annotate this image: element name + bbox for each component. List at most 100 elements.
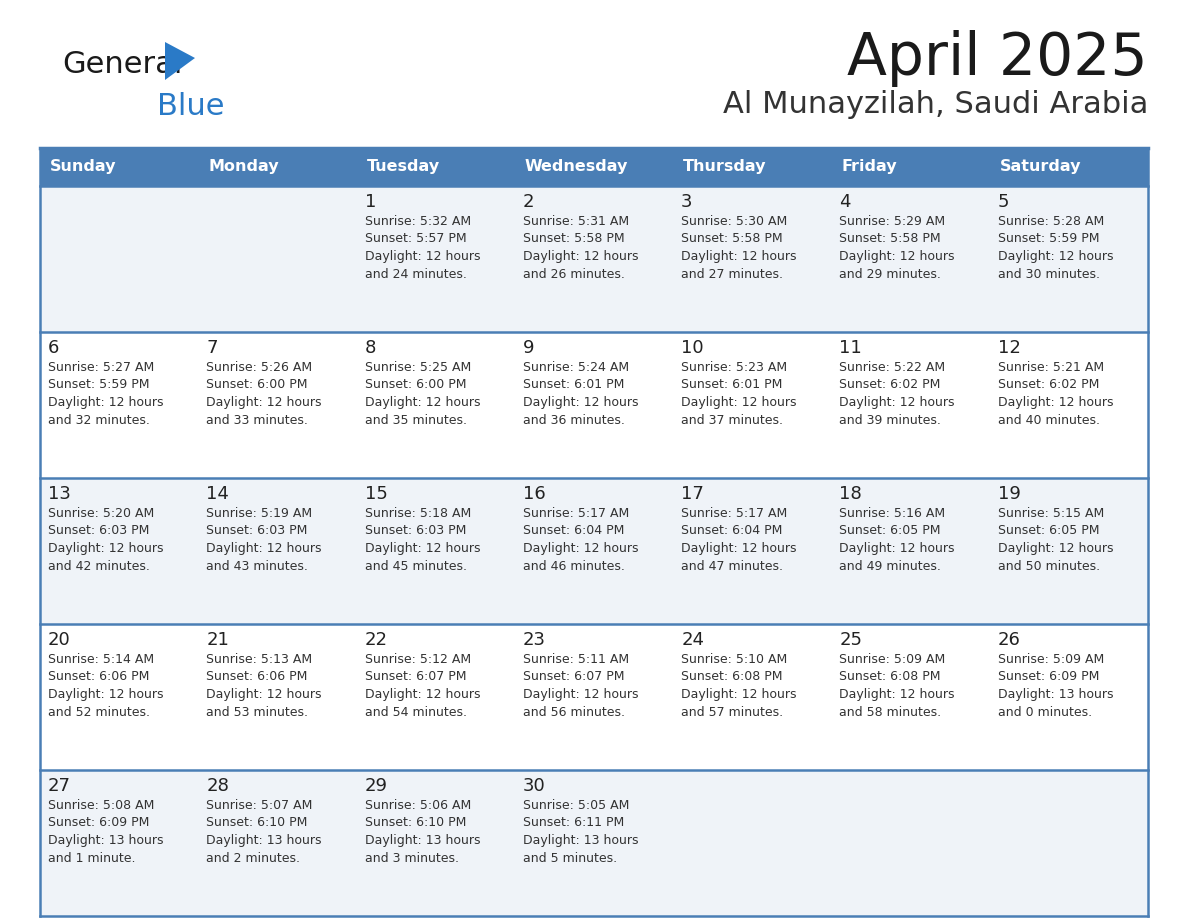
Text: 3: 3 bbox=[681, 193, 693, 211]
Text: and 45 minutes.: and 45 minutes. bbox=[365, 559, 467, 573]
Bar bbox=[674, 148, 832, 186]
Text: Sunrise: 5:32 AM: Sunrise: 5:32 AM bbox=[365, 215, 470, 228]
Bar bbox=[674, 624, 832, 770]
Bar bbox=[40, 332, 198, 478]
Text: Sunset: 5:58 PM: Sunset: 5:58 PM bbox=[523, 232, 625, 245]
Text: and 50 minutes.: and 50 minutes. bbox=[998, 559, 1100, 573]
Bar bbox=[674, 332, 832, 478]
Text: Daylight: 12 hours: Daylight: 12 hours bbox=[840, 396, 955, 409]
Text: Daylight: 13 hours: Daylight: 13 hours bbox=[998, 688, 1113, 701]
Text: Sunset: 6:03 PM: Sunset: 6:03 PM bbox=[365, 524, 466, 538]
Bar bbox=[40, 770, 198, 916]
Text: April 2025: April 2025 bbox=[847, 30, 1148, 87]
Text: Sunset: 6:00 PM: Sunset: 6:00 PM bbox=[365, 378, 466, 391]
Text: 27: 27 bbox=[48, 777, 71, 795]
Bar bbox=[832, 770, 990, 916]
Text: and 43 minutes.: and 43 minutes. bbox=[207, 559, 308, 573]
Bar bbox=[514, 478, 674, 624]
Text: Sunrise: 5:10 AM: Sunrise: 5:10 AM bbox=[681, 653, 788, 666]
Text: and 46 minutes.: and 46 minutes. bbox=[523, 559, 625, 573]
Text: Sunrise: 5:09 AM: Sunrise: 5:09 AM bbox=[998, 653, 1104, 666]
Bar bbox=[356, 148, 514, 186]
Text: Sunset: 6:05 PM: Sunset: 6:05 PM bbox=[840, 524, 941, 538]
Bar bbox=[514, 148, 674, 186]
Text: 2: 2 bbox=[523, 193, 535, 211]
Text: and 52 minutes.: and 52 minutes. bbox=[48, 706, 150, 719]
Text: and 24 minutes.: and 24 minutes. bbox=[365, 267, 467, 281]
Bar bbox=[198, 624, 356, 770]
Text: 6: 6 bbox=[48, 339, 59, 357]
Text: Daylight: 12 hours: Daylight: 12 hours bbox=[681, 688, 797, 701]
Text: and 58 minutes.: and 58 minutes. bbox=[840, 706, 942, 719]
Bar bbox=[356, 770, 514, 916]
Text: Sunrise: 5:15 AM: Sunrise: 5:15 AM bbox=[998, 507, 1104, 520]
Text: Daylight: 12 hours: Daylight: 12 hours bbox=[207, 396, 322, 409]
Text: 4: 4 bbox=[840, 193, 851, 211]
Text: Sunset: 6:04 PM: Sunset: 6:04 PM bbox=[523, 524, 624, 538]
Text: Sunrise: 5:22 AM: Sunrise: 5:22 AM bbox=[840, 361, 946, 374]
Bar bbox=[40, 624, 198, 770]
Bar bbox=[198, 770, 356, 916]
Text: Sunrise: 5:09 AM: Sunrise: 5:09 AM bbox=[840, 653, 946, 666]
Text: Daylight: 12 hours: Daylight: 12 hours bbox=[365, 250, 480, 263]
Text: 29: 29 bbox=[365, 777, 387, 795]
Text: 20: 20 bbox=[48, 631, 71, 649]
Text: Daylight: 12 hours: Daylight: 12 hours bbox=[365, 542, 480, 555]
Text: and 37 minutes.: and 37 minutes. bbox=[681, 413, 783, 427]
Text: 21: 21 bbox=[207, 631, 229, 649]
Text: Sunset: 6:01 PM: Sunset: 6:01 PM bbox=[681, 378, 783, 391]
Text: Daylight: 13 hours: Daylight: 13 hours bbox=[48, 834, 164, 847]
Text: Wednesday: Wednesday bbox=[525, 160, 628, 174]
Text: Sunrise: 5:14 AM: Sunrise: 5:14 AM bbox=[48, 653, 154, 666]
Bar bbox=[674, 770, 832, 916]
Text: Monday: Monday bbox=[208, 160, 279, 174]
Text: Sunset: 6:07 PM: Sunset: 6:07 PM bbox=[523, 670, 625, 684]
Text: Saturday: Saturday bbox=[1000, 160, 1081, 174]
Text: Sunset: 5:58 PM: Sunset: 5:58 PM bbox=[681, 232, 783, 245]
Text: Sunset: 6:09 PM: Sunset: 6:09 PM bbox=[48, 816, 150, 830]
Text: Sunrise: 5:20 AM: Sunrise: 5:20 AM bbox=[48, 507, 154, 520]
Polygon shape bbox=[165, 42, 195, 80]
Bar bbox=[40, 478, 198, 624]
Text: Blue: Blue bbox=[157, 92, 225, 121]
Bar bbox=[674, 478, 832, 624]
Text: Sunday: Sunday bbox=[50, 160, 116, 174]
Text: Daylight: 13 hours: Daylight: 13 hours bbox=[523, 834, 638, 847]
Bar bbox=[356, 332, 514, 478]
Text: Sunset: 6:07 PM: Sunset: 6:07 PM bbox=[365, 670, 466, 684]
Bar bbox=[514, 332, 674, 478]
Text: 24: 24 bbox=[681, 631, 704, 649]
Text: 17: 17 bbox=[681, 485, 704, 503]
Text: Daylight: 12 hours: Daylight: 12 hours bbox=[840, 542, 955, 555]
Text: Sunset: 6:11 PM: Sunset: 6:11 PM bbox=[523, 816, 624, 830]
Bar bbox=[40, 148, 198, 186]
Text: and 35 minutes.: and 35 minutes. bbox=[365, 413, 467, 427]
Bar bbox=[832, 332, 990, 478]
Text: Sunrise: 5:24 AM: Sunrise: 5:24 AM bbox=[523, 361, 628, 374]
Text: Daylight: 12 hours: Daylight: 12 hours bbox=[207, 688, 322, 701]
Text: Sunrise: 5:17 AM: Sunrise: 5:17 AM bbox=[523, 507, 630, 520]
Text: Daylight: 12 hours: Daylight: 12 hours bbox=[681, 542, 797, 555]
Text: 19: 19 bbox=[998, 485, 1020, 503]
Text: Sunset: 5:59 PM: Sunset: 5:59 PM bbox=[48, 378, 150, 391]
Bar bbox=[832, 478, 990, 624]
Text: Daylight: 12 hours: Daylight: 12 hours bbox=[365, 396, 480, 409]
Text: Sunrise: 5:21 AM: Sunrise: 5:21 AM bbox=[998, 361, 1104, 374]
Text: Sunset: 6:08 PM: Sunset: 6:08 PM bbox=[681, 670, 783, 684]
Text: Sunrise: 5:25 AM: Sunrise: 5:25 AM bbox=[365, 361, 470, 374]
Text: and 49 minutes.: and 49 minutes. bbox=[840, 559, 941, 573]
Text: Sunrise: 5:06 AM: Sunrise: 5:06 AM bbox=[365, 799, 470, 812]
Text: Daylight: 12 hours: Daylight: 12 hours bbox=[840, 250, 955, 263]
Text: Sunset: 6:03 PM: Sunset: 6:03 PM bbox=[207, 524, 308, 538]
Text: 28: 28 bbox=[207, 777, 229, 795]
Text: Sunset: 5:58 PM: Sunset: 5:58 PM bbox=[840, 232, 941, 245]
Text: and 40 minutes.: and 40 minutes. bbox=[998, 413, 1100, 427]
Bar bbox=[514, 624, 674, 770]
Text: Sunset: 6:06 PM: Sunset: 6:06 PM bbox=[207, 670, 308, 684]
Text: Thursday: Thursday bbox=[683, 160, 766, 174]
Text: Daylight: 13 hours: Daylight: 13 hours bbox=[365, 834, 480, 847]
Bar bbox=[198, 148, 356, 186]
Text: Daylight: 12 hours: Daylight: 12 hours bbox=[840, 688, 955, 701]
Text: 14: 14 bbox=[207, 485, 229, 503]
Bar bbox=[990, 624, 1148, 770]
